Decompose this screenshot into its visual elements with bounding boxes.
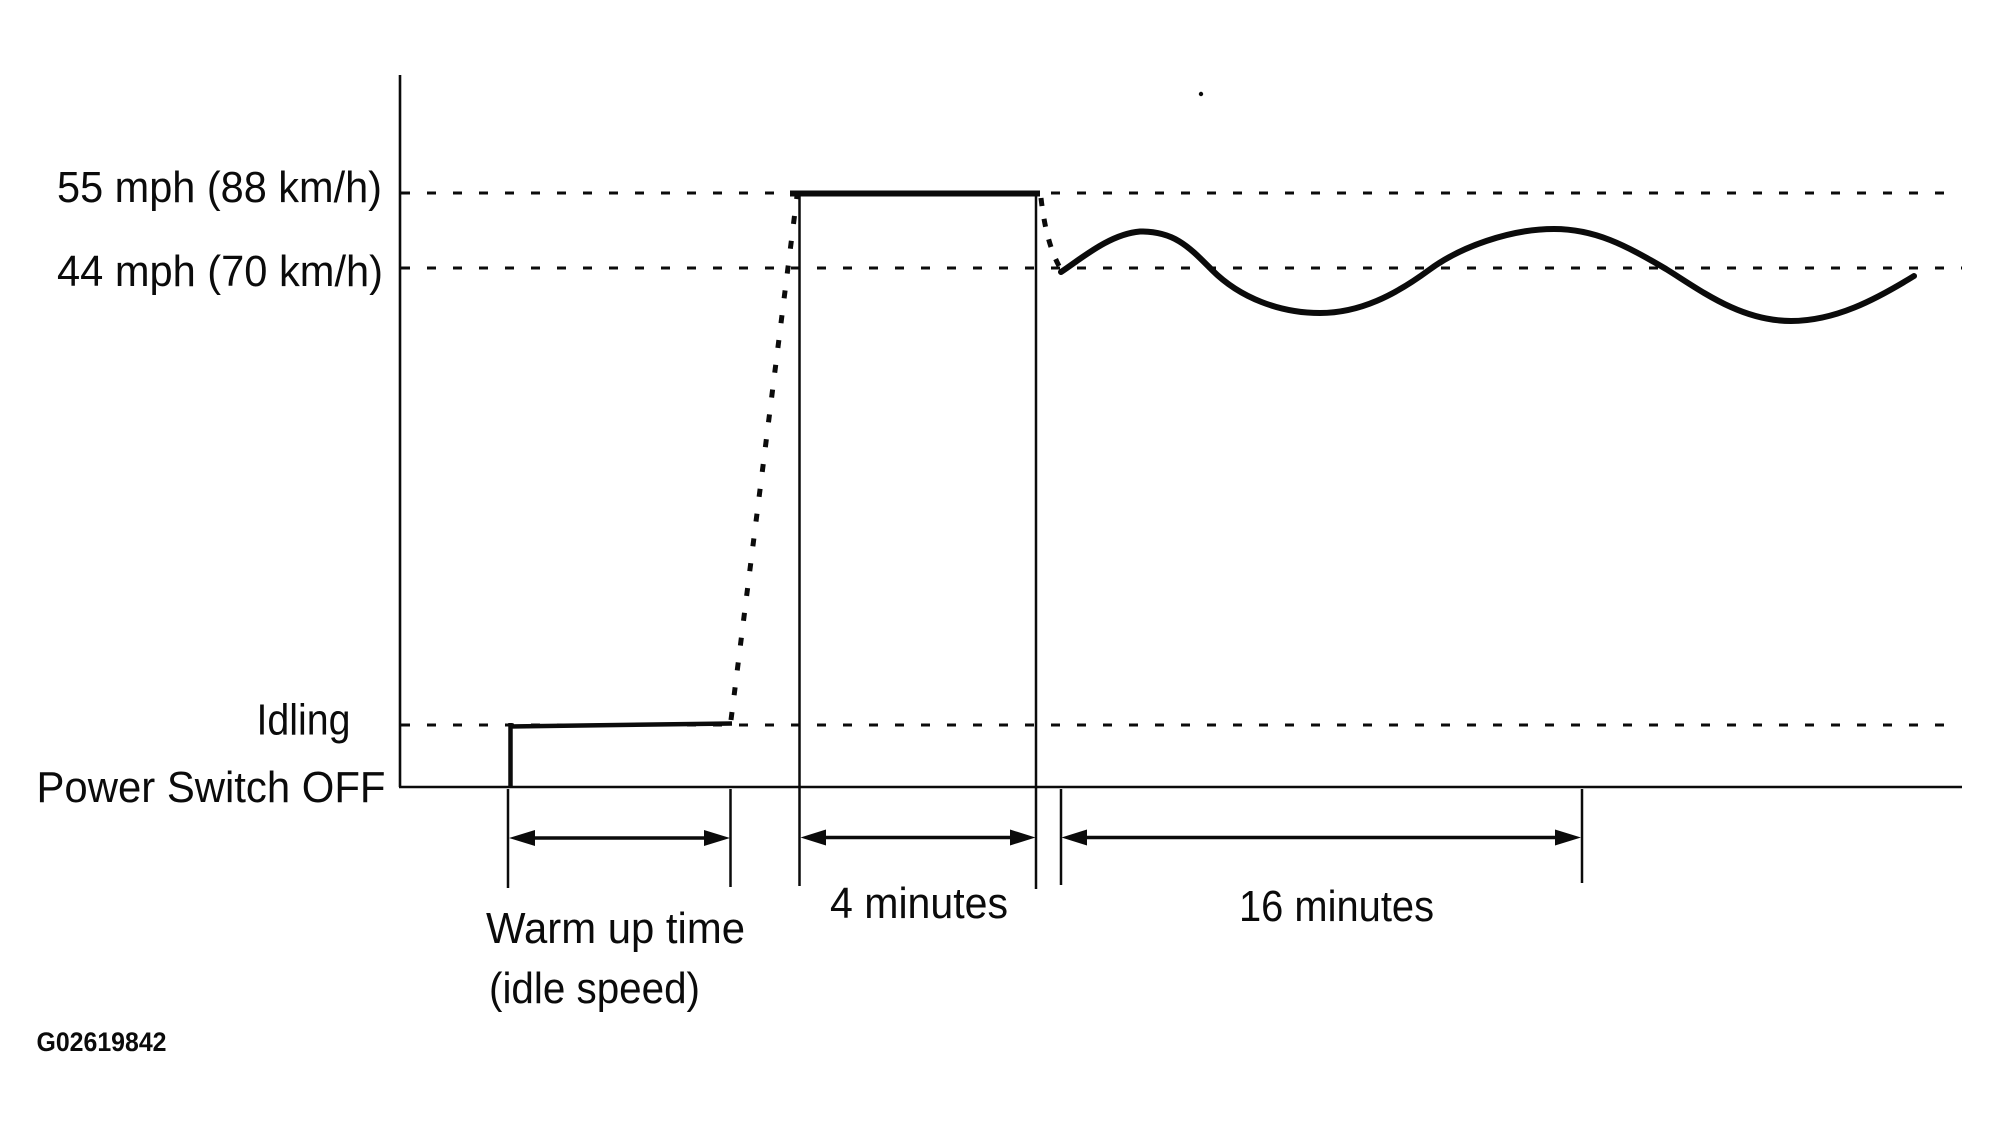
svg-text:44 mph (70 km/h): 44 mph (70 km/h) xyxy=(57,247,383,296)
svg-text:Warm up time: Warm up time xyxy=(486,904,745,953)
svg-text:4 minutes: 4 minutes xyxy=(830,879,1008,928)
svg-text:16 minutes: 16 minutes xyxy=(1239,882,1434,931)
svg-text:Power Switch OFF: Power Switch OFF xyxy=(37,763,386,812)
svg-text:55 mph (88 km/h): 55 mph (88 km/h) xyxy=(57,163,382,212)
svg-text:(idle speed): (idle speed) xyxy=(489,964,700,1013)
svg-text:Idling: Idling xyxy=(257,696,351,745)
svg-text:G02619842: G02619842 xyxy=(37,1027,167,1057)
